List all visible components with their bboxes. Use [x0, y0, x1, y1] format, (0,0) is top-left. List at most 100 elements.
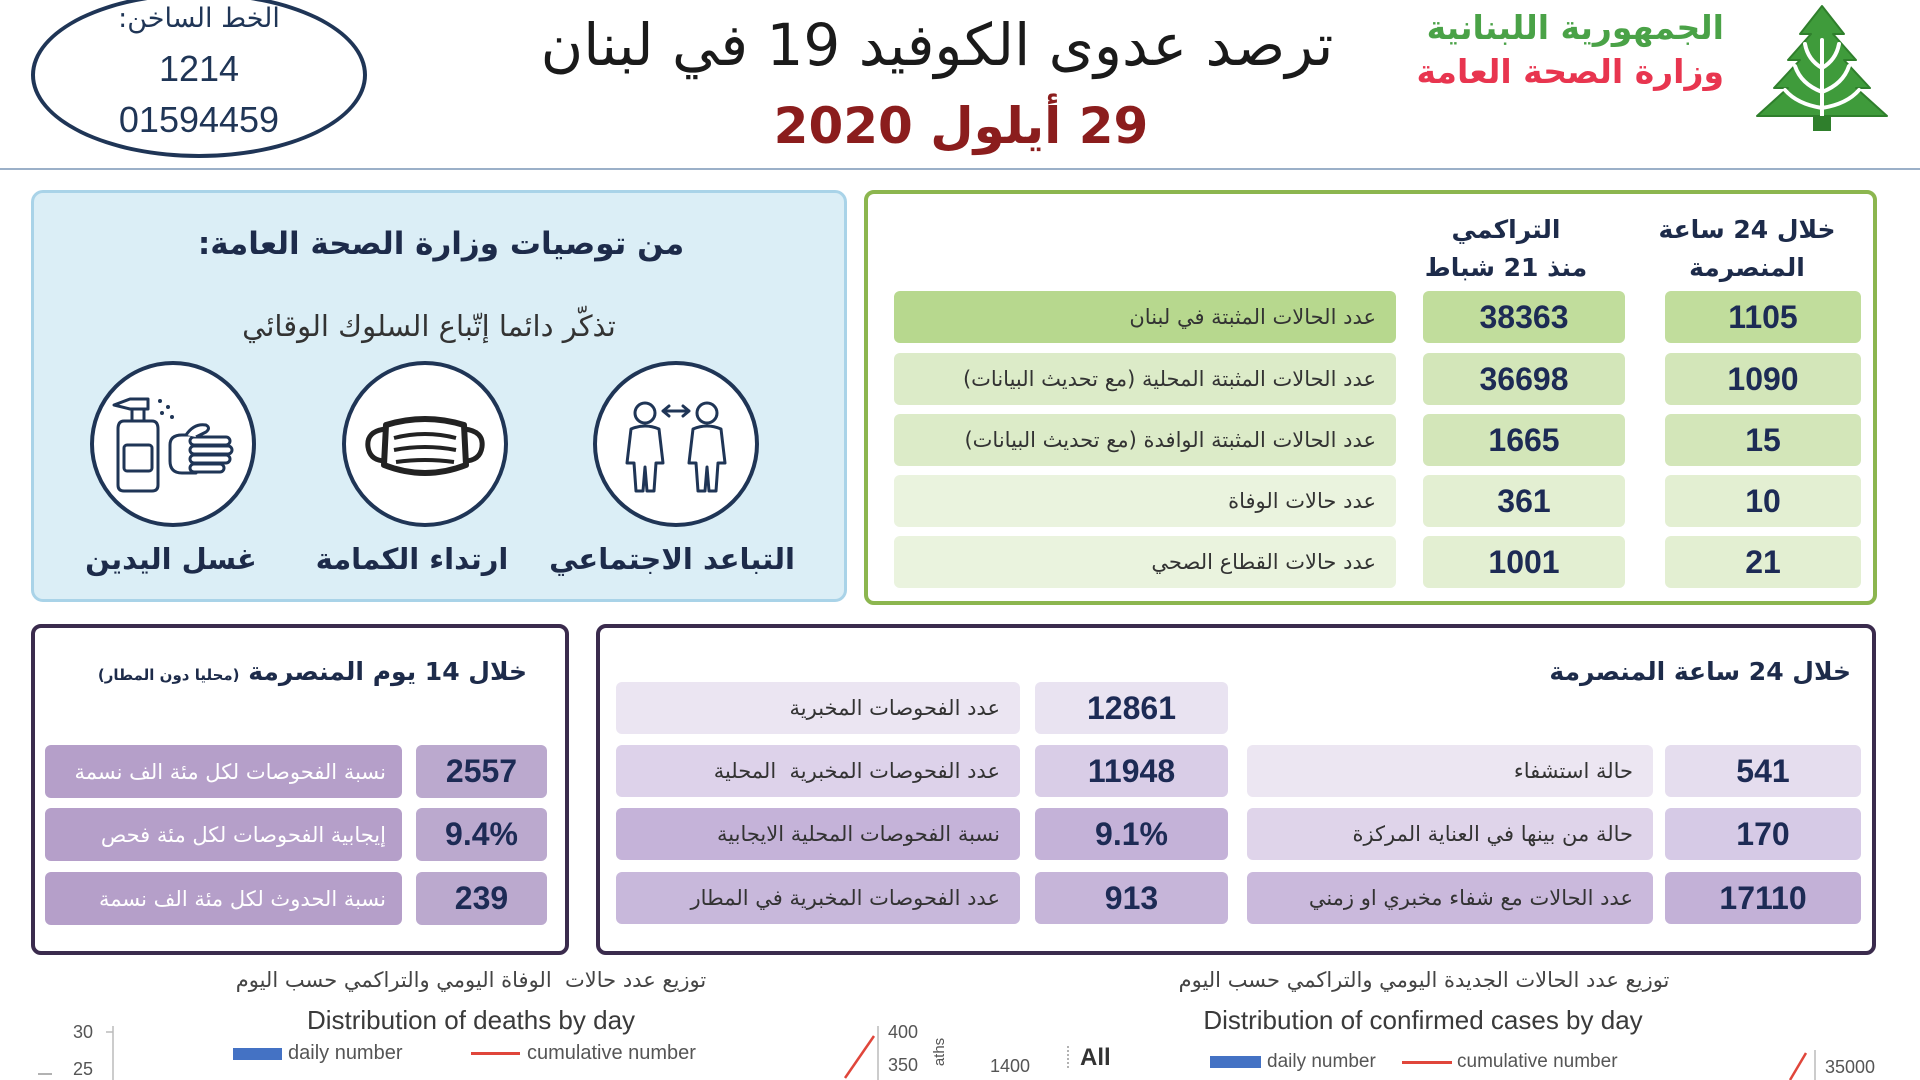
- column-header-cumulative: التراكمي منذ 21 شباط: [1425, 211, 1587, 287]
- column-header-cumulative-line2: منذ 21 شباط: [1424, 253, 1588, 282]
- table-row: حالة استشفاء 541: [600, 745, 1872, 797]
- row-label: عدد الحالات المثبتة في لبنان: [894, 291, 1396, 343]
- row-value: 9.1%: [1035, 808, 1228, 860]
- column-header-last-24h: خلال 24 ساعة المنصرمة: [1658, 211, 1835, 287]
- hotline-number-short: 1214: [158, 48, 240, 89]
- table-row: إيجابية الفحوصات لكل مئة فحص 9.4%: [35, 808, 565, 861]
- table-row: عدد الحالات المثبتة الوافدة (مع تحديث ال…: [868, 414, 1873, 466]
- row-value: 239: [416, 872, 547, 925]
- row-value: 2557: [416, 745, 547, 798]
- row-label: عدد الفحوصات المخبرية: [616, 682, 1020, 734]
- cumulative-value: 1665: [1423, 414, 1625, 466]
- row-label: نسبة الفحوصات المحلية الايجابية: [616, 808, 1020, 860]
- recommendations-title: من توصيات وزارة الصحة العامة:: [197, 226, 685, 262]
- row-value: 170: [1665, 808, 1861, 860]
- row-label: حالة من بينها في العناية المركزة: [1247, 808, 1653, 860]
- cumulative-value: 361: [1423, 475, 1625, 527]
- last-24h-value: 21: [1665, 536, 1861, 588]
- cumulative-value: 36698: [1423, 353, 1625, 405]
- deaths-chart-title-ar: توزيع عدد حالات الوفاة اليومي والتراكمي …: [235, 968, 707, 992]
- last-24-hours-title: خلال 24 ساعة المنصرمة: [1549, 657, 1851, 686]
- cases-legend-cumulative-label: cumulative number: [1457, 1051, 1618, 1072]
- row-value: 541: [1665, 745, 1861, 797]
- hospital-table: حالة استشفاء 541 حالة من بينها في العناي…: [600, 628, 1872, 951]
- last-24h-value: 10: [1665, 475, 1861, 527]
- last-24-hours-panel: خلال 24 ساعة المنصرمة عدد الفحوصات المخب…: [596, 624, 1876, 955]
- row-label: عدد حالات الوفاة: [894, 475, 1396, 527]
- row-label: إيجابية الفحوصات لكل مئة فحص: [45, 808, 402, 861]
- table-row: عدد حالات القطاع الصحي 1001 21: [868, 536, 1873, 588]
- column-header-last-24h-line1: خلال 24 ساعة: [1658, 215, 1836, 244]
- deaths-chart-title-en: Distribution of deaths by day: [306, 1005, 636, 1035]
- last-14-days-title: خلال 14 يوم المنصرمة (محليا دون المطار): [98, 655, 527, 692]
- filter-all-label: All: [1080, 1044, 1111, 1071]
- row-value: 11948: [1035, 745, 1228, 797]
- chart-fragments: [38, 1026, 1816, 1080]
- row-value: 17110: [1665, 872, 1861, 924]
- last-14-days-title-text: خلال 14 يوم المنصرمة: [248, 657, 527, 686]
- deaths-left-tick-label: 30: [73, 1022, 94, 1042]
- deaths-legend-daily-swatch: [233, 1048, 282, 1060]
- hotline-label: الخط الساخن:: [118, 3, 280, 34]
- label-wear-mask: ارتداء الكمامة: [315, 542, 509, 576]
- table-row: نسبة الفحوصات لكل مئة الف نسمة 2557: [35, 745, 565, 798]
- row-label: عدد الحالات مع شفاء مخبري او زمني: [1247, 872, 1653, 924]
- page-title: ترصد عدوى الكوفيد 19 في لبنان: [540, 11, 1334, 79]
- last-24h-value: 1090: [1665, 353, 1861, 405]
- cases-chart-title-ar: توزيع عدد الحالات الجديدة اليومي والتراك…: [1178, 968, 1670, 992]
- table-row: عدد الحالات المثبتة في لبنان 38363 1105: [868, 291, 1873, 343]
- recommendations-panel: من توصيات وزارة الصحة العامة: تذكّر دائم…: [31, 190, 847, 602]
- header-divider: [0, 168, 1920, 170]
- table-row: عدد الفحوصات المخبرية 12861: [600, 682, 1872, 734]
- recommendations-subtitle: تذكّر دائما إتّباع السلوك الوقائي: [242, 309, 616, 343]
- cases-legend-daily-swatch: [1210, 1056, 1261, 1068]
- deaths-left-tick-label: 25: [73, 1059, 94, 1079]
- face-mask-icon: [342, 361, 508, 527]
- cumulative-value: 38363: [1423, 291, 1625, 343]
- row-label: عدد الفحوصات المخبرية في المطار: [616, 872, 1020, 924]
- cases-chart-title-en: Distribution of confirmed cases by day: [1203, 1005, 1643, 1035]
- row-label: نسبة الفحوصات لكل مئة الف نسمة: [45, 745, 402, 798]
- tick-label-fragment: 1400: [990, 1056, 1031, 1076]
- table-row: نسبة الفحوصات المحلية الايجابية 9.1%: [600, 808, 1872, 860]
- table-row: عدد حالات الوفاة 361 10: [868, 475, 1873, 527]
- row-label: عدد الحالات المثبتة الوافدة (مع تحديث ال…: [894, 414, 1396, 466]
- lab-tests-table: عدد الفحوصات المخبرية 12861 عدد الفحوصات…: [600, 628, 1872, 951]
- row-label: عدد الحالات المثبتة المحلية (مع تحديث ال…: [894, 353, 1396, 405]
- row-value: 9.4%: [416, 808, 547, 861]
- cases-cumulative-line-fragment: [1788, 1052, 1808, 1080]
- last-14-days-panel: خلال 14 يوم المنصرمة (محليا دون المطار) …: [31, 624, 569, 955]
- report-date: 29 أيلول 2020: [773, 97, 1149, 155]
- column-header-last-24h-line2: المنصرمة: [1689, 253, 1805, 282]
- deaths-axis-label-fragment: aths: [931, 1037, 949, 1067]
- deaths-legend-daily-label: daily number: [288, 1042, 403, 1064]
- last-24h-value: 1105: [1665, 291, 1861, 343]
- hand-sanitizer-icon: [90, 361, 256, 527]
- deaths-legend-cumulative-swatch: [471, 1052, 520, 1055]
- last-24h-value: 15: [1665, 414, 1861, 466]
- deaths-cumulative-line-fragment: [843, 1035, 876, 1079]
- row-label: عدد الفحوصات المخبرية المحلية: [616, 745, 1020, 797]
- cases-legend-daily-label: daily number: [1267, 1051, 1376, 1072]
- table-row: عدد الحالات مع شفاء مخبري او زمني 17110: [600, 872, 1872, 924]
- label-social-distancing: التباعد الاجتماعي: [549, 542, 795, 576]
- table-row: عدد الحالات المثبتة المحلية (مع تحديث ال…: [868, 353, 1873, 405]
- cases-right-tick-label: 35000: [1825, 1057, 1876, 1077]
- cedar-icon: [1751, 4, 1893, 134]
- table-row: عدد الفحوصات المخبرية في المطار 913: [600, 872, 1872, 924]
- cases-legend-cumulative-swatch: [1402, 1061, 1452, 1064]
- row-value: 12861: [1035, 682, 1228, 734]
- table-row: عدد الفحوصات المخبرية المحلية 11948: [600, 745, 1872, 797]
- org-name-ministry: وزارة الصحة العامة: [1416, 52, 1724, 91]
- last-14-days-note: (محليا دون المطار): [97, 666, 240, 684]
- hotline-number-long: 01594459: [118, 99, 280, 140]
- summary-table: خلال 24 ساعة المنصرمة التراكمي منذ 21 شب…: [864, 190, 1877, 605]
- table-row: حالة من بينها في العناية المركزة 170: [600, 808, 1872, 860]
- social-distancing-icon: [593, 361, 759, 527]
- row-label: حالة استشفاء: [1247, 745, 1653, 797]
- row-label: عدد حالات القطاع الصحي: [894, 536, 1396, 588]
- row-value: 913: [1035, 872, 1228, 924]
- deaths-right-tick-label: 400: [888, 1022, 919, 1042]
- table-row: نسبة الحدوث لكل مئة الف نسمة 239: [35, 872, 565, 925]
- column-header-cumulative-line1: التراكمي: [1451, 215, 1561, 244]
